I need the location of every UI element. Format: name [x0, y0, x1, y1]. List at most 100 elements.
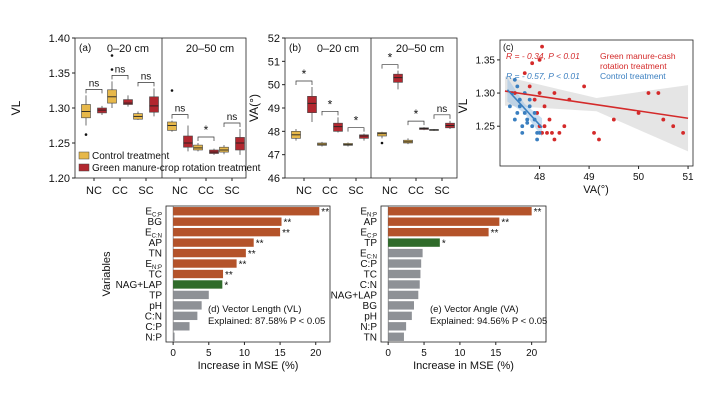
- y-axis-label: Variables: [101, 251, 113, 297]
- bar: [388, 217, 500, 226]
- y-tick-label: 1.40: [49, 33, 70, 45]
- panel-label: (d) Vector Length (VL): [208, 304, 301, 315]
- significance-label: ns: [437, 104, 448, 115]
- depth-label: 0–20 cm: [317, 43, 359, 55]
- box-outlier: [110, 54, 114, 57]
- category-label: EC:N: [360, 249, 377, 261]
- x-tick-label: 50: [633, 172, 645, 183]
- legend-stat-control: R = - 0.57, P < 0.01: [506, 71, 580, 81]
- bar: [173, 322, 190, 331]
- significance-label: **: [282, 228, 290, 239]
- x-tick-label: NC: [382, 185, 398, 197]
- category-label: EN:P: [145, 259, 162, 271]
- x-tick-label: 48: [534, 172, 546, 183]
- bar: [173, 259, 237, 268]
- category-label: C:P: [145, 322, 162, 333]
- significance-label: *: [354, 114, 359, 128]
- significance-bracket: [407, 120, 425, 126]
- panel-e-va-importance: EN:P ** AP ** EC:P ** TP * EC:NC:PTCC:NNAG+LAPBG…: [331, 205, 547, 372]
- point-rotation: [646, 91, 651, 95]
- x-tick-label: NC: [172, 185, 188, 197]
- point-rotation: [582, 84, 587, 89]
- point-rotation: [552, 91, 557, 95]
- category-label: EN:P: [360, 207, 377, 219]
- significance-label: **: [239, 260, 247, 271]
- explained-text: Explained: 87.58% P < 0.05: [208, 316, 325, 327]
- bar: [173, 332, 175, 341]
- bar: [173, 311, 198, 321]
- point-rotation: [532, 97, 537, 102]
- bar: [173, 238, 254, 247]
- point-control: [520, 130, 525, 135]
- bar: [388, 207, 532, 216]
- point-control: [515, 84, 520, 89]
- category-label: C:N: [360, 280, 377, 291]
- box-outlier: [110, 68, 114, 71]
- x-tick-label: SC: [434, 185, 449, 197]
- category-label: TC: [364, 270, 377, 281]
- significance-bracket: [321, 110, 339, 116]
- significance-bracket: [137, 82, 155, 87]
- point-control: [522, 111, 527, 115]
- significance-bracket: [223, 122, 241, 127]
- bar: [388, 280, 420, 289]
- bar: [388, 322, 407, 331]
- significance-label: ns: [141, 71, 152, 82]
- significance-bracket: [197, 136, 215, 141]
- panel-label: (e) Vector Angle (VA): [430, 304, 519, 315]
- x-tick-label: CC: [198, 185, 214, 197]
- point-control: [512, 77, 517, 82]
- category-label: TN: [149, 249, 162, 260]
- significance-label: *: [224, 280, 228, 291]
- point-rotation: [562, 124, 567, 129]
- significance-label: ns: [175, 104, 186, 115]
- x-tick-label: 15: [275, 348, 287, 359]
- box-rotation: [235, 137, 245, 151]
- point-control: [507, 104, 512, 109]
- x-tick-label: 15: [490, 348, 502, 359]
- significance-label: ns: [115, 64, 126, 75]
- bar: [388, 227, 489, 237]
- depth-label: 0–20 cm: [107, 43, 149, 55]
- category-label: N:P: [360, 322, 377, 333]
- box-outlier: [170, 89, 174, 92]
- significance-bracket: [347, 127, 365, 132]
- x-tick-label: 0: [385, 348, 391, 359]
- x-axis-label: VA(°): [583, 184, 609, 196]
- y-tick-label: 1.20: [49, 173, 70, 185]
- y-tick-label: 51: [268, 56, 280, 68]
- point-rotation: [542, 124, 547, 129]
- x-tick-label: 10: [239, 348, 251, 359]
- bar: [388, 248, 423, 258]
- significance-bracket: [111, 75, 129, 80]
- significance-label: **: [321, 207, 329, 218]
- point-control: [525, 117, 530, 122]
- category-label: EC:P: [145, 207, 162, 219]
- bar: [173, 207, 320, 216]
- x-tick-label: 0: [170, 348, 176, 359]
- category-label: pH: [149, 301, 162, 312]
- box-control: [167, 121, 177, 131]
- point-control: [527, 104, 532, 109]
- significance-label: ns: [89, 78, 100, 89]
- category-label: C:P: [360, 259, 377, 270]
- legend-name-control: Control treatment: [600, 71, 666, 81]
- category-label: EC:N: [145, 228, 162, 240]
- bar: [388, 332, 404, 341]
- bar: [388, 290, 419, 300]
- significance-label: **: [534, 207, 542, 218]
- category-label: TP: [364, 238, 377, 249]
- significance-label: *: [302, 67, 307, 81]
- category-label: EC:P: [360, 228, 377, 240]
- significance-bracket: [295, 80, 313, 85]
- x-tick-label: 51: [682, 172, 694, 183]
- significance-label: *: [388, 51, 393, 65]
- bar: [173, 217, 282, 226]
- panel-b-va-boxplot: 46 47 48 49 50 51 52 VA(°) (b) 0–20 cm 20–50 cm NC *…: [247, 33, 458, 197]
- explained-text: Explained: 94.56% P < 0.05: [430, 316, 547, 327]
- point-rotation: [636, 111, 641, 115]
- x-tick-label: SC: [138, 185, 153, 197]
- panel-label: (b): [289, 43, 301, 54]
- point-rotation: [550, 130, 554, 135]
